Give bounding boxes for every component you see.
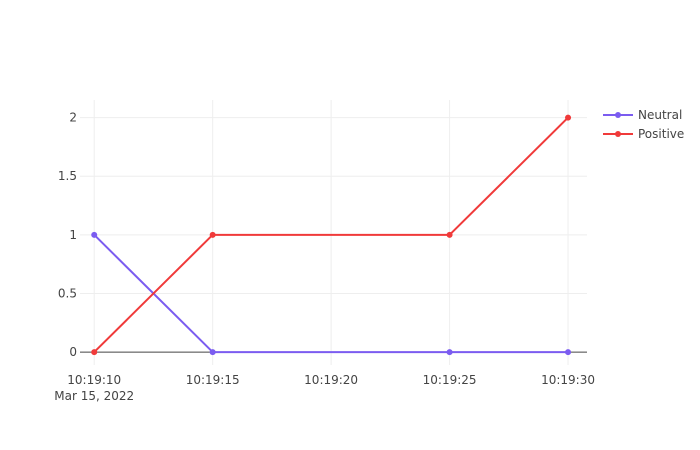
data-point-positive	[209, 231, 216, 238]
data-point-neutral	[446, 349, 453, 356]
y-tick-label: 2	[69, 111, 77, 125]
legend-label: Neutral	[638, 108, 682, 122]
data-point-neutral	[91, 231, 98, 238]
data-point-neutral	[209, 349, 216, 356]
data-point-positive	[91, 349, 98, 356]
axes: 10:19:10 Mar 15, 2022 10:19:15 10:19:20 10:1…	[54, 111, 595, 403]
legend-item-neutral[interactable]: Neutral	[603, 108, 682, 122]
legend[interactable]: Neutral Positive	[603, 108, 684, 141]
x-tick-label: 10:19:20	[304, 373, 358, 387]
grid	[80, 100, 587, 365]
data-point-positive	[565, 114, 572, 121]
plot-series	[91, 114, 572, 356]
legend-label: Positive	[638, 127, 684, 141]
data-point-positive	[446, 231, 453, 238]
y-tick-label: 0.5	[58, 286, 77, 300]
x-tick-label: 10:19:15	[186, 373, 240, 387]
x-tick-sublabel: Mar 15, 2022	[54, 389, 134, 403]
x-tick-label: 10:19:25	[423, 373, 477, 387]
series-line-positive	[93, 116, 569, 353]
y-tick-label: 0	[69, 345, 77, 359]
legend-marker-icon	[615, 112, 621, 118]
legend-marker-icon	[615, 131, 621, 137]
x-tick-label: 10:19:10	[67, 373, 121, 387]
legend-item-positive[interactable]: Positive	[603, 127, 684, 141]
x-tick-label: 10:19:30	[541, 373, 595, 387]
y-tick-label: 1	[69, 228, 77, 242]
data-point-neutral	[565, 349, 572, 356]
y-tick-label: 1.5	[58, 169, 77, 183]
